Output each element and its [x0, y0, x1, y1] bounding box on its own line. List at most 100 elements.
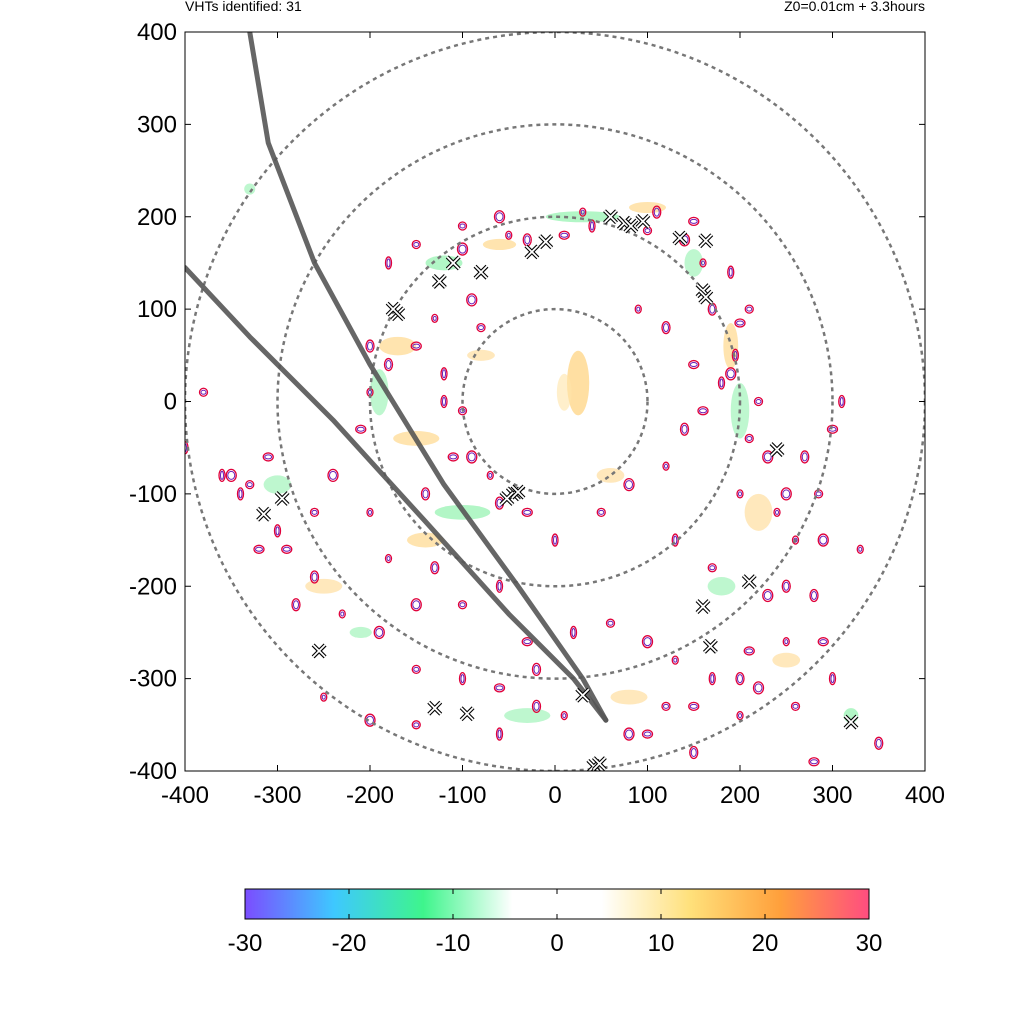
contour-loop-inner [368, 509, 372, 515]
contour-loop-inner [819, 639, 828, 645]
contour-loop [411, 239, 421, 250]
contour-loop [838, 394, 846, 409]
vht-marker [591, 756, 607, 771]
contour-loop-inner [782, 489, 791, 499]
contour-loop-inner [775, 509, 779, 515]
contour-loop [560, 710, 568, 721]
colorbar-tick-label: -20 [332, 930, 367, 957]
contour-loop [364, 713, 376, 727]
contour-loop-inner [553, 535, 557, 545]
contour-loop-inner [607, 620, 614, 626]
contour-loop-inner [497, 581, 502, 591]
x-tick-label: -400 [161, 782, 209, 809]
contour-loop-inner [227, 470, 236, 480]
contour-loop-inner [458, 244, 467, 254]
contour-loop [262, 452, 274, 462]
contour-loop [430, 561, 440, 575]
contour-loop-inner [340, 611, 345, 617]
contour-loop-inner [681, 424, 688, 434]
contour-loop [826, 424, 839, 434]
contour-loop [790, 701, 801, 711]
contour-loop [662, 461, 670, 471]
contour-loop [458, 671, 467, 686]
shading-blob [370, 369, 389, 416]
contour-loop-inner [784, 639, 789, 645]
contour-loop [476, 322, 486, 333]
contour-loop [688, 359, 700, 370]
contour-loop-inner [819, 535, 828, 545]
contour-loop [773, 507, 781, 517]
contour-loop [457, 221, 468, 231]
contour-loop-inner [664, 463, 668, 469]
contour-loop-inner [736, 320, 744, 326]
contour-loop [505, 230, 513, 240]
contour-loop [384, 553, 393, 564]
vht-markers [256, 209, 859, 771]
vht-marker [741, 574, 757, 590]
contour-loop [355, 424, 367, 434]
contour-loop [743, 646, 755, 656]
contour-loop [596, 507, 606, 517]
contour-loop-inner [264, 454, 273, 460]
contour-loop-inner [488, 472, 493, 478]
contour-loop-inner [282, 546, 291, 552]
contour-loop-inner [442, 369, 446, 379]
shading-blob [467, 349, 495, 361]
contour-loop [493, 210, 506, 224]
shading-blob [707, 577, 736, 596]
storm-tracks [185, 32, 609, 723]
vht-marker [769, 442, 785, 457]
contour-loop [652, 205, 662, 219]
contour-loop-inner [699, 408, 707, 414]
contour-loop [493, 683, 506, 693]
shading-blob [379, 336, 417, 356]
contour-loop [384, 256, 393, 270]
contour-loop-inner [422, 489, 429, 499]
x-tick-label: 200 [720, 782, 760, 809]
vht-marker [623, 218, 639, 234]
contour-loop [495, 579, 504, 593]
contour-loop [569, 625, 578, 640]
contour-loop [588, 219, 596, 233]
contour-loop [457, 600, 468, 610]
vht-marker [698, 289, 714, 305]
x-tick-label: 100 [627, 782, 667, 809]
contour-loop [291, 598, 301, 612]
contour-loop [495, 727, 504, 741]
contour-loop [420, 487, 431, 501]
vht-marker [499, 491, 515, 506]
vht-marker [695, 599, 711, 614]
vht-marker [510, 484, 526, 500]
contour-loop [531, 699, 542, 713]
contour-loop [697, 406, 709, 416]
contour-loop [440, 367, 448, 381]
contour-loop [623, 727, 635, 741]
contour-loop-inner [356, 426, 365, 432]
shading-blob [610, 689, 648, 705]
vht-marker [524, 244, 540, 260]
shading-blob [425, 255, 463, 271]
contour-loop-inner [200, 389, 207, 395]
contour-loop-inner [385, 360, 392, 370]
contour-loop-inner [815, 491, 822, 497]
contour-loop-inner [459, 602, 466, 608]
contour-loop-inner [673, 535, 678, 545]
contour-loop-inner [839, 397, 844, 406]
x-tick-label: 400 [905, 782, 945, 809]
vht-marker [635, 213, 651, 229]
contour-loop [809, 588, 819, 603]
contour-loop-inner [413, 722, 420, 728]
vht-marker [256, 506, 272, 522]
shading-blob [504, 708, 551, 723]
x-tick-label: -300 [253, 782, 301, 809]
storm-track-1 [247, 32, 609, 723]
contour-loop-inner [412, 343, 421, 349]
contour-loop [410, 598, 422, 612]
contour-loop-inner [467, 452, 476, 462]
contour-layer [185, 205, 884, 767]
contour-loop-inner [275, 526, 280, 536]
contour-loop [707, 563, 717, 573]
contour-loop-inner [709, 565, 716, 571]
contour-loop [874, 736, 884, 750]
contour-loop-inner [625, 729, 633, 739]
